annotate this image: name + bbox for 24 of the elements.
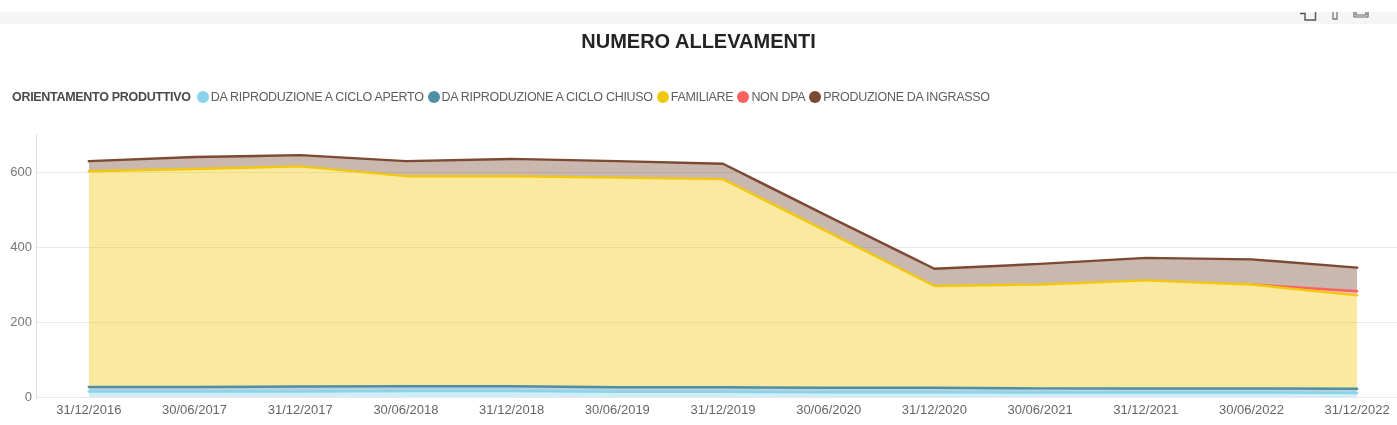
x-tick-label: 30/06/2018	[373, 401, 439, 417]
x-tick-label: 30/06/2022	[1218, 401, 1284, 417]
x-tick-label: 31/12/2017	[267, 401, 333, 417]
x-tick-label: 30/06/2020	[796, 401, 862, 417]
x-tick-label: 31/12/2020	[901, 401, 967, 417]
x-tick-label: 30/06/2017	[162, 401, 228, 417]
y-tick-label: 200	[10, 313, 32, 329]
legend-label: DA RIPRODUZIONE A CICLO CHIUSO	[441, 90, 653, 104]
x-tick-label: 31/12/2022	[1324, 401, 1390, 417]
x-tick-label: 31/12/2019	[690, 401, 756, 417]
y-tick-label: 400	[10, 238, 32, 254]
legend-label: NON DPA	[751, 90, 806, 104]
legend-title: ORIENTAMENTO PRODUTTIVO	[12, 90, 191, 104]
chart-title: NUMERO ALLEVAMENTI	[580, 30, 817, 53]
x-tick-label: 30/06/2019	[584, 401, 650, 417]
x-tick-label: 31/12/2021	[1113, 401, 1179, 417]
legend-label: FAMILIARE	[670, 90, 734, 104]
x-tick-label: 31/12/2018	[479, 401, 545, 417]
y-tick-label: 600	[10, 163, 32, 179]
legend-label: PRODUZIONE DA INGRASSO	[823, 90, 990, 104]
x-tick-label: 30/06/2021	[1007, 401, 1073, 417]
y-tick-label: 0	[24, 388, 32, 404]
legend-label: DA RIPRODUZIONE A CICLO APERTO	[210, 90, 424, 104]
x-tick-label: 31/12/2016	[56, 401, 122, 417]
